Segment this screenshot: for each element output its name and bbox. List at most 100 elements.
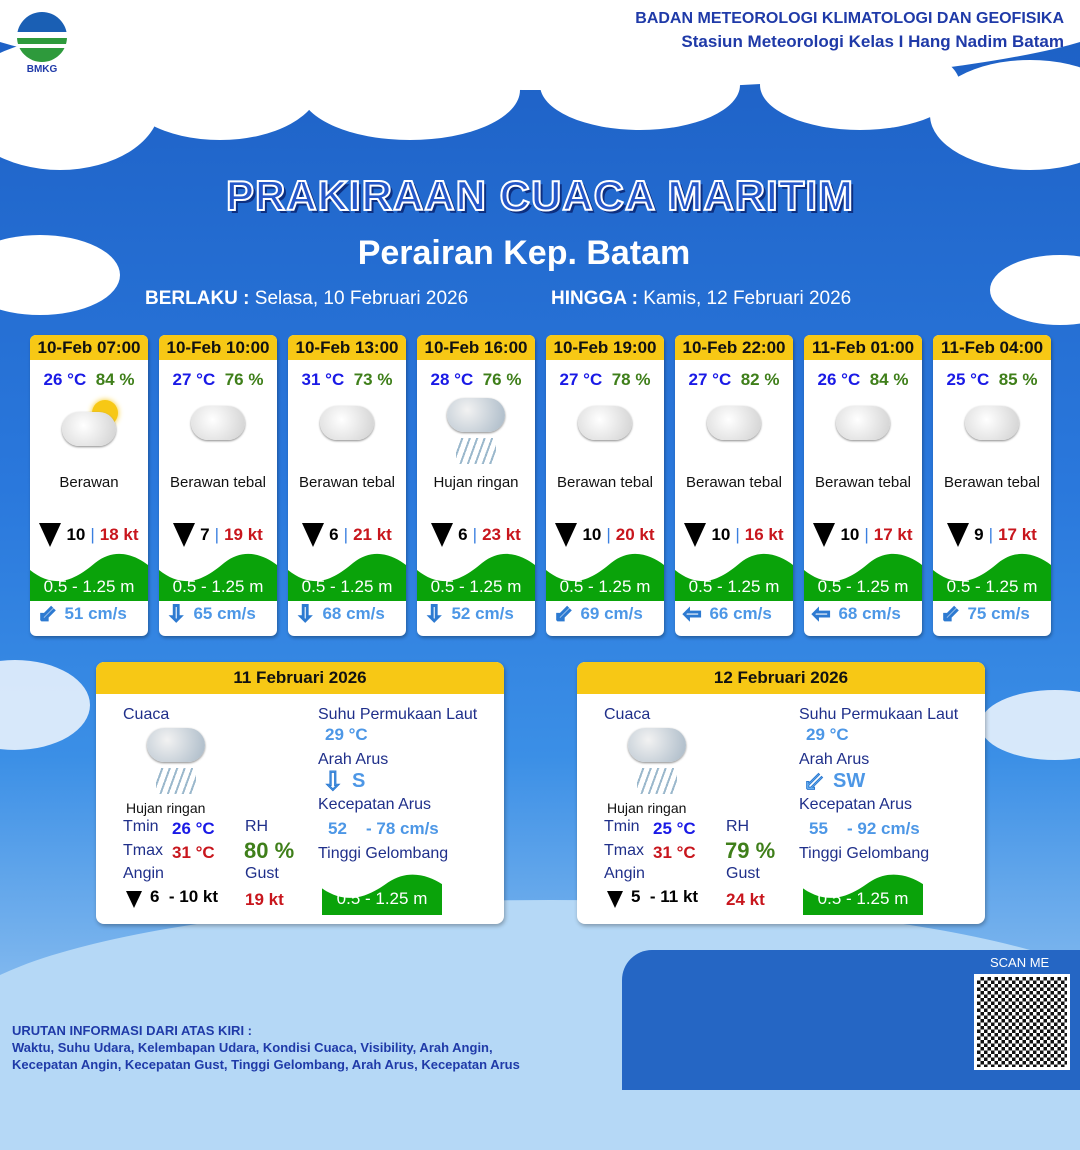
gust-speed: 20 kt [615,525,655,544]
weather-condition: Berawan tebal [557,474,653,491]
rain-icon [417,398,535,464]
forecast-card: 10-Feb 13:00 31 °C 73 % Berawan tebal 6 |… [288,335,406,636]
gust-speed: 21 kt [353,525,392,544]
wind-direction-icon [555,523,578,547]
wave-height: 0.5 - 1.25 m [688,577,780,596]
wave-icon [546,545,664,601]
label-tmax: Tmax [123,842,163,859]
gust-speed: 16 kt [744,525,784,544]
wind-speed: 10 [711,525,731,544]
temperature: 28 °C [430,370,474,389]
gust-speed: 18 kt [99,525,139,544]
label-cuaca: Cuaca [604,706,651,723]
label-kecepatan-arus: Kecepatan Arus [318,796,431,813]
southwest-arrow-icon: ⇙ [803,766,826,796]
gust-speed: 23 kt [482,525,521,544]
current-speed: 52 cm/s [451,604,514,623]
southwest-arrow-icon: ⇙ [940,601,960,626]
humidity: 84 % [95,370,135,389]
humidity: 73 % [353,370,393,389]
sst-value: 29 °C [325,725,368,744]
current-speed: 75 cm/s [967,604,1030,623]
tmax-value: 31 °C [653,843,696,862]
label-sst: Suhu Permukaan Laut [318,706,478,723]
rain-icon [617,728,697,798]
bmkg-logo: BMKG [16,12,68,75]
wave-icon [322,867,442,915]
partly-cloudy-icon [30,398,148,458]
wind-range: 5 - 11 kt [631,887,699,906]
wind-direction-icon [431,523,454,547]
station-name: Stasiun Meteorologi Kelas I Hang Nadim B… [681,32,1064,51]
humidity: 76 % [224,370,264,389]
daily-condition: Hujan ringan [607,800,687,816]
sst-value: 29 °C [806,725,849,744]
forecast-time: 11-Feb 01:00 [804,335,922,360]
forecast-time: 10-Feb 10:00 [159,335,277,360]
daily-date: 12 Februari 2026 [577,662,985,694]
current-direction: SW [833,770,866,792]
page-subtitle: Perairan Kep. Batam [357,234,691,272]
current-speed: 68 cm/s [838,604,901,623]
gust-value: 24 kt [726,890,765,909]
gust-speed: 19 kt [224,525,263,544]
label-gust: Gust [245,865,279,882]
wave-icon [933,545,1051,601]
weather-condition: Berawan tebal [815,474,911,491]
label-kecepatan-arus: Kecepatan Arus [799,796,912,813]
label-rh: RH [245,818,269,835]
weather-condition: Berawan tebal [299,474,395,491]
current-speed: 51 cm/s [64,604,127,623]
forecast-card: 11-Feb 04:00 25 °C 85 % Berawan tebal 9 |… [933,335,1051,636]
south-arrow-icon: ⇩ [322,766,345,796]
forecast-time: 10-Feb 16:00 [417,335,535,360]
daily-summary-panel: 12 Februari 2026 Cuaca Hujan ringan Tmin… [577,662,985,924]
wind-direction-icon [684,523,707,547]
southwest-arrow-icon: ⇙ [37,601,57,626]
page-title: PRAKIRAAN CUACA MARITIM [225,171,855,220]
forecast-card: 10-Feb 10:00 27 °C 76 % Berawan tebal 7 |… [159,335,277,636]
wind-speed: 7 [200,525,210,544]
south-arrow-icon: ⇩ [166,601,186,626]
cloud-icon [546,398,664,458]
forecast-card: 11-Feb 01:00 26 °C 84 % Berawan tebal 10… [804,335,922,636]
label-angin: Angin [123,865,164,882]
gust-speed: 17 kt [998,525,1037,544]
label-tinggi-gelombang: Tinggi Gelombang [799,845,930,862]
cloud-icon [804,398,922,458]
gust-value: 19 kt [245,890,284,909]
south-arrow-icon: ⇩ [295,601,315,626]
wave-height: 0.5 - 1.25 m [817,577,909,596]
wind-direction-icon [607,891,623,908]
wave-height: 0.5 - 1.25 m [301,577,393,596]
wave-height: 0.5 - 1.25 m [946,577,1038,596]
cloud-icon [288,398,406,458]
humidity: 82 % [740,370,780,389]
wave-height: 0.5 - 1.25 m [430,577,522,596]
org-name: BADAN METEOROLOGI KLIMATOLOGI DAN GEOFIS… [635,10,1064,27]
label-arah-arus: Arah Arus [799,751,870,768]
footer-legend: URUTAN INFORMASI DARI ATAS KIRI : Waktu,… [12,1023,520,1072]
forecast-card: 10-Feb 07:00 26 °C 84 % Berawan 10 | 18 kt… [30,335,148,636]
gust-speed: 17 kt [873,525,913,544]
wave-icon [804,545,922,601]
current-speed: 66 cm/s [709,604,772,623]
current-speed: 65 cm/s [193,604,256,623]
southwest-arrow-icon: ⇙ [553,601,573,626]
label-arah-arus: Arah Arus [318,751,389,768]
label-sst: Suhu Permukaan Laut [799,706,959,723]
wave-height: 0.5 - 1.25 m [817,889,909,908]
wind-speed: 6 [329,525,339,544]
humidity: 85 % [998,370,1038,389]
qr-code[interactable] [974,974,1070,1070]
cloud-icon [933,398,1051,458]
forecast-card: 10-Feb 22:00 27 °C 82 % Berawan tebal 10… [675,335,793,636]
forecast-time: 10-Feb 19:00 [546,335,664,360]
label-rh: RH [726,818,750,835]
valid-from: BERLAKU : Selasa, 10 Februari 2026 [145,288,469,309]
humidity: 76 % [482,370,522,389]
wave-height: 0.5 - 1.25 m [172,577,264,596]
weather-condition: Berawan tebal [686,474,782,491]
west-arrow-icon: ⇦ [682,601,702,626]
wave-icon [675,545,793,601]
